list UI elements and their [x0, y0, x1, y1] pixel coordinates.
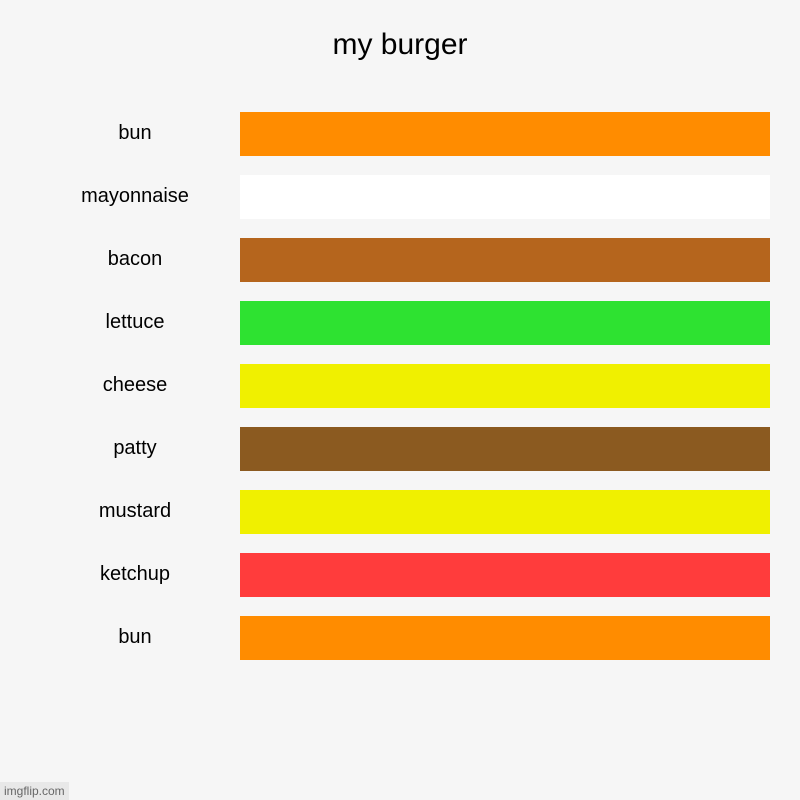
bar — [240, 553, 770, 597]
bar-row: cheese — [40, 354, 770, 417]
bar-container — [240, 364, 770, 408]
watermark: imgflip.com — [0, 782, 69, 800]
bar-label: bun — [40, 122, 240, 145]
bar-row: ketchup — [40, 543, 770, 606]
bar — [240, 490, 770, 534]
bar-container — [240, 427, 770, 471]
bar — [240, 112, 770, 156]
bar-label: ketchup — [40, 563, 240, 586]
bar-label: patty — [40, 437, 240, 460]
bar-container — [240, 553, 770, 597]
bar — [240, 238, 770, 282]
bar-label: mayonnaise — [40, 185, 240, 208]
chart-container: my burger bun mayonnaise bacon lettuce — [0, 0, 800, 800]
bar-container — [240, 301, 770, 345]
bar — [240, 175, 770, 219]
bar-container — [240, 616, 770, 660]
bar-container — [240, 112, 770, 156]
bar — [240, 616, 770, 660]
bar-row: bun — [40, 102, 770, 165]
bar-container — [240, 238, 770, 282]
bar-row: mustard — [40, 480, 770, 543]
bar — [240, 301, 770, 345]
bar-label: bun — [40, 626, 240, 649]
bar-label: mustard — [40, 500, 240, 523]
bar-label: cheese — [40, 374, 240, 397]
bar-container — [240, 175, 770, 219]
bar — [240, 364, 770, 408]
bar-row: bun — [40, 606, 770, 669]
bar-row: mayonnaise — [40, 165, 770, 228]
bar-container — [240, 490, 770, 534]
bar-row: bacon — [40, 228, 770, 291]
bar-label: lettuce — [40, 311, 240, 334]
bar-label: bacon — [40, 248, 240, 271]
chart-area: bun mayonnaise bacon lettuce cheese — [0, 102, 800, 669]
bar-row: patty — [40, 417, 770, 480]
bar-row: lettuce — [40, 291, 770, 354]
chart-title: my burger — [0, 0, 800, 102]
bar — [240, 427, 770, 471]
